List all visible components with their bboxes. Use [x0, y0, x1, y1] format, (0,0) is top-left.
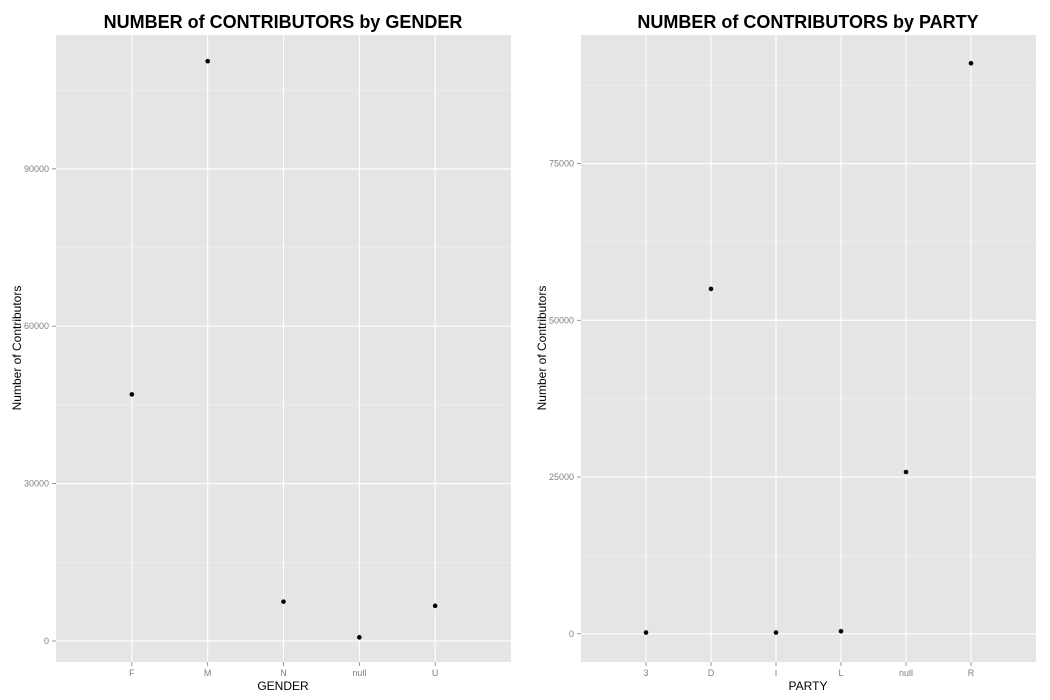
data-point — [838, 628, 844, 634]
y-axis-title: Number of Contributors — [10, 286, 24, 411]
plot-panel — [581, 35, 1036, 662]
x-tick-label: U — [432, 668, 439, 678]
data-point — [432, 603, 438, 609]
y-tick-label: 75000 — [549, 159, 574, 169]
x-tick-label: 3 — [643, 668, 648, 678]
data-point — [773, 630, 779, 635]
data-point — [281, 599, 286, 604]
x-tick-label: N — [280, 668, 287, 678]
x-tick-label: null — [899, 668, 913, 678]
chart-title: NUMBER of CONTRIBUTORS by GENDER — [104, 12, 463, 32]
y-tick-label: 30000 — [24, 479, 49, 489]
data-point — [968, 60, 974, 66]
y-tick-label: 50000 — [549, 315, 574, 325]
data-point — [357, 635, 362, 640]
data-point — [903, 469, 909, 475]
data-point — [643, 630, 649, 635]
y-tick-label: 25000 — [549, 472, 574, 482]
data-point — [205, 58, 210, 64]
x-tick-label: M — [204, 668, 212, 678]
chart-title: NUMBER of CONTRIBUTORS by PARTY — [637, 12, 978, 32]
y-tick-label: 0 — [569, 629, 574, 639]
x-tick-label: F — [129, 668, 135, 678]
y-tick-label: 90000 — [24, 164, 49, 174]
y-tick-label: 60000 — [24, 321, 49, 331]
gender-chart: NUMBER of CONTRIBUTORS by GENDER 0 30000 6… — [10, 12, 511, 693]
party-chart: NUMBER of CONTRIBUTORS by PARTY 0 25000 50… — [535, 12, 1036, 693]
x-axis-title: PARTY — [789, 679, 828, 693]
data-point — [708, 286, 714, 292]
x-tick-label: L — [838, 668, 843, 678]
x-tick-label: R — [968, 668, 975, 678]
data-point — [129, 392, 135, 397]
y-axis-title: Number of Contributors — [535, 286, 549, 411]
x-tick-label: I — [775, 668, 778, 678]
x-axis-title: GENDER — [257, 679, 309, 693]
x-tick-label: D — [708, 668, 715, 678]
y-tick-label: 0 — [44, 636, 49, 646]
x-tick-label: null — [352, 668, 366, 678]
